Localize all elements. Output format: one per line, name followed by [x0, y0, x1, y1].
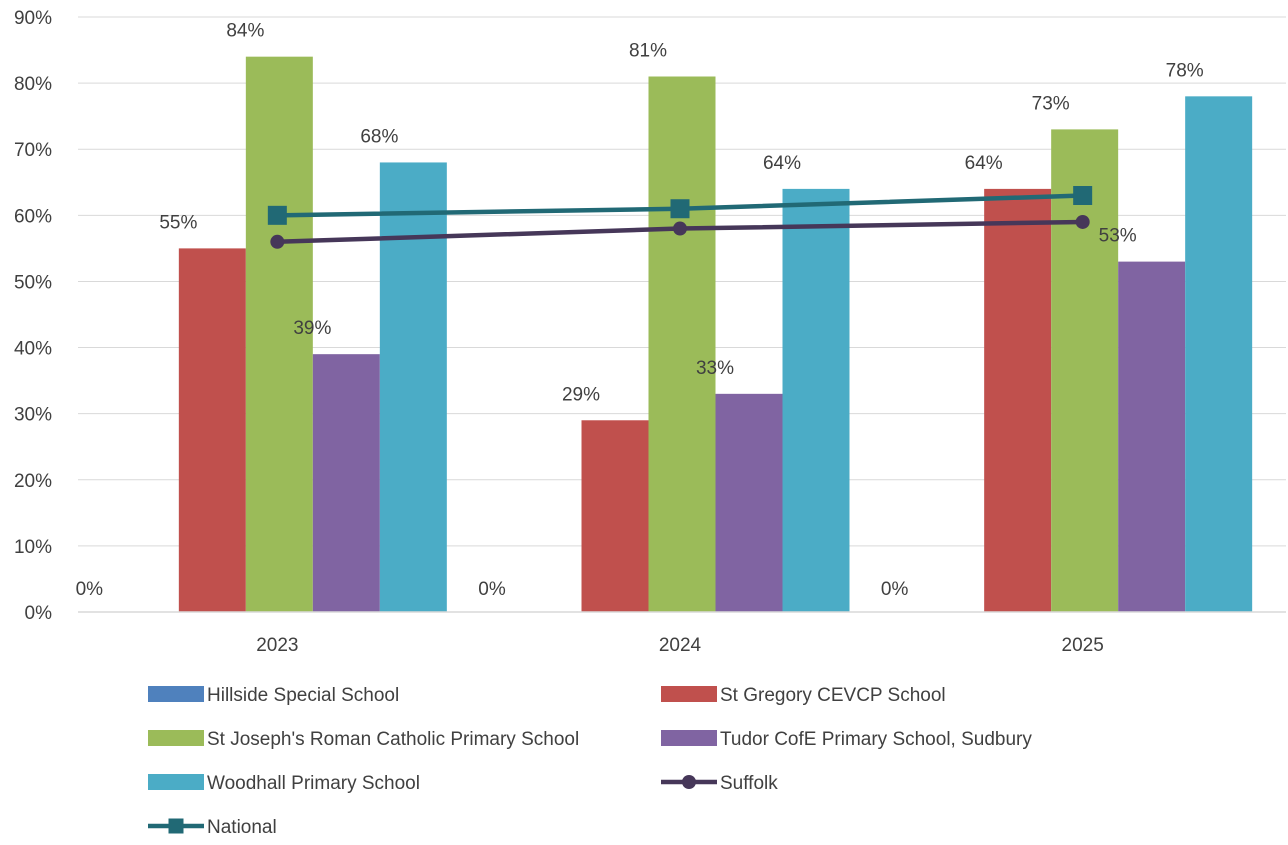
legend-item-hillside-special-school: Hillside Special School	[148, 685, 399, 706]
legend-label: Woodhall Primary School	[207, 773, 420, 794]
bar-st-joseph-s-roman-catholic-primary-school-2023	[245, 56, 313, 612]
legend-label: Hillside Special School	[207, 685, 399, 706]
legend-swatch	[148, 686, 204, 702]
y-tick-label: 40%	[14, 339, 52, 360]
legend-swatch	[661, 686, 717, 702]
y-tick-label: 80%	[14, 74, 52, 95]
data-label-st-gregory-cevcp-school-2023: 55%	[159, 212, 197, 233]
legend-label: St Joseph's Roman Catholic Primary Schoo…	[207, 729, 579, 750]
legend-item-tudor-cofe-primary-school-sudbury: Tudor CofE Primary School, Sudbury	[661, 729, 1032, 750]
data-label-woodhall-primary-school-2024: 64%	[763, 153, 801, 174]
legend-swatch	[148, 774, 204, 790]
y-tick-label: 60%	[14, 206, 52, 227]
data-label-hillside-special-school-2025: 0%	[881, 579, 909, 600]
y-tick-label: 20%	[14, 471, 52, 492]
bar-woodhall-primary-school-2023	[379, 162, 447, 612]
point-suffolk-2024	[673, 221, 687, 236]
data-label-tudor-cofe-primary-school-sudbury-2025: 53%	[1099, 226, 1137, 247]
x-axis: 2023 2024 2025	[78, 611, 1286, 656]
legend: Hillside Special School St Gregory CEVCP …	[148, 685, 1032, 838]
y-tick-label: 90%	[14, 8, 52, 29]
bar-woodhall-primary-school-2024	[782, 188, 850, 612]
point-suffolk-2025	[1075, 214, 1090, 229]
legend-swatch	[148, 730, 204, 746]
data-label-woodhall-primary-school-2025: 78%	[1166, 60, 1204, 81]
bar-st-gregory-cevcp-school-2025	[984, 188, 1052, 612]
bar-tudor-cofe-primary-school-sudbury-2023	[312, 354, 380, 612]
legend-item-national: National	[148, 817, 277, 838]
x-tick-label: 2024	[659, 635, 702, 656]
legend-marker	[682, 775, 696, 789]
data-label-st-gregory-cevcp-school-2024: 29%	[562, 384, 600, 405]
y-axis: 0% 10% 20% 30% 40% 50% 60% 70% 80% 90%	[14, 8, 52, 624]
data-label-st-joseph-s-roman-catholic-primary-school-2023: 84%	[226, 21, 264, 42]
point-national-2024	[670, 199, 690, 219]
data-label-st-joseph-s-roman-catholic-primary-school-2025: 73%	[1032, 93, 1070, 114]
bar-st-gregory-cevcp-school-2023	[178, 248, 246, 612]
legend-item-st-joseph-s-roman-catholic-primary-school: St Joseph's Roman Catholic Primary Schoo…	[148, 729, 579, 750]
data-label-st-gregory-cevcp-school-2025: 64%	[965, 153, 1003, 174]
bar-st-gregory-cevcp-school-2024	[581, 420, 649, 612]
bar-tudor-cofe-primary-school-sudbury-2025	[1118, 261, 1186, 612]
x-tick-label: 2023	[256, 635, 298, 656]
lines	[267, 186, 1093, 249]
legend-swatch	[661, 730, 717, 746]
data-label-hillside-special-school-2024: 0%	[478, 579, 506, 600]
bar-tudor-cofe-primary-school-sudbury-2024	[715, 393, 783, 612]
y-tick-label: 30%	[14, 405, 52, 426]
legend-item-st-gregory-cevcp-school: St Gregory CEVCP School	[661, 685, 946, 706]
point-national-2025	[1073, 186, 1093, 205]
data-label-hillside-special-school-2023: 0%	[76, 579, 104, 600]
bars	[178, 56, 1253, 613]
data-label-tudor-cofe-primary-school-sudbury-2024: 33%	[696, 358, 734, 379]
y-tick-label: 70%	[14, 140, 52, 161]
legend-label: St Gregory CEVCP School	[720, 685, 946, 706]
legend-item-suffolk: Suffolk	[661, 773, 778, 794]
bar-woodhall-primary-school-2025	[1185, 96, 1253, 613]
x-tick-label: 2025	[1062, 635, 1104, 656]
data-label-st-joseph-s-roman-catholic-primary-school-2024: 81%	[629, 41, 667, 62]
data-labels: 0% 0% 0% 55% 29% 64% 84% 81% 73% 39% 33% 53% 68% 64% 7…	[76, 21, 1204, 600]
legend-item-woodhall-primary-school: Woodhall Primary School	[148, 773, 420, 794]
bar-st-joseph-s-roman-catholic-primary-school-2025	[1051, 129, 1119, 612]
data-label-woodhall-primary-school-2023: 68%	[360, 126, 398, 147]
legend-label: Tudor CofE Primary School, Sudbury	[720, 729, 1032, 750]
bar-st-joseph-s-roman-catholic-primary-school-2024	[648, 76, 716, 612]
y-tick-label: 50%	[14, 272, 52, 293]
y-tick-label: 10%	[14, 537, 52, 558]
legend-label: Suffolk	[720, 773, 778, 794]
point-national-2023	[267, 205, 287, 225]
data-label-tudor-cofe-primary-school-sudbury-2023: 39%	[293, 318, 331, 339]
y-tick-label: 0%	[25, 603, 53, 624]
legend-marker	[168, 818, 184, 834]
point-suffolk-2023	[270, 234, 285, 249]
legend-label: National	[207, 817, 277, 838]
